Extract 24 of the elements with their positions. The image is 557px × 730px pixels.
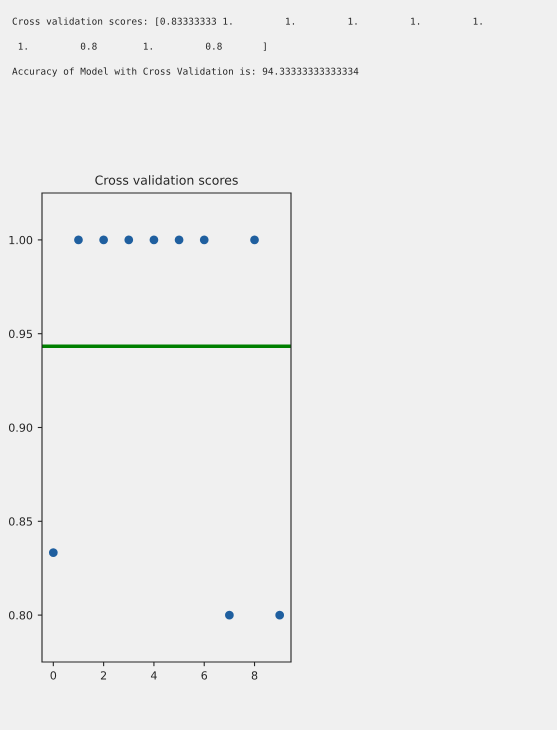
chart-title: Cross validation scores [95, 175, 238, 185]
y-tick-label: 0.80 [8, 611, 32, 620]
x-tick-label: 0 [50, 671, 56, 680]
x-tick-label: 2 [100, 671, 106, 680]
y-tick-label: 0.95 [8, 330, 32, 338]
text: 1. 0.8 1. 0.8 ] [18, 42, 266, 51]
point [150, 236, 158, 244]
x-tick-label: 6 [201, 671, 208, 680]
point [48, 548, 58, 557]
x-tick-label: 4 [150, 671, 157, 680]
point [200, 236, 209, 244]
point [74, 236, 83, 244]
point [99, 236, 108, 244]
x-tick-label: 8 [252, 671, 258, 680]
y-tick-label: 0.90 [8, 423, 32, 432]
point [275, 610, 284, 620]
text: Cross validation scores: [0.83333333 1. 1. 1. 1. 1. [12, 17, 482, 26]
point [174, 236, 184, 244]
text: Accuracy of Model with Cross Validation is: 94.33333333333334 [12, 67, 358, 77]
y-tick-label: 0.85 [8, 517, 32, 526]
point [250, 236, 259, 244]
point [124, 236, 134, 244]
y-tick-label: 1.00 [9, 236, 32, 244]
point [225, 610, 234, 620]
